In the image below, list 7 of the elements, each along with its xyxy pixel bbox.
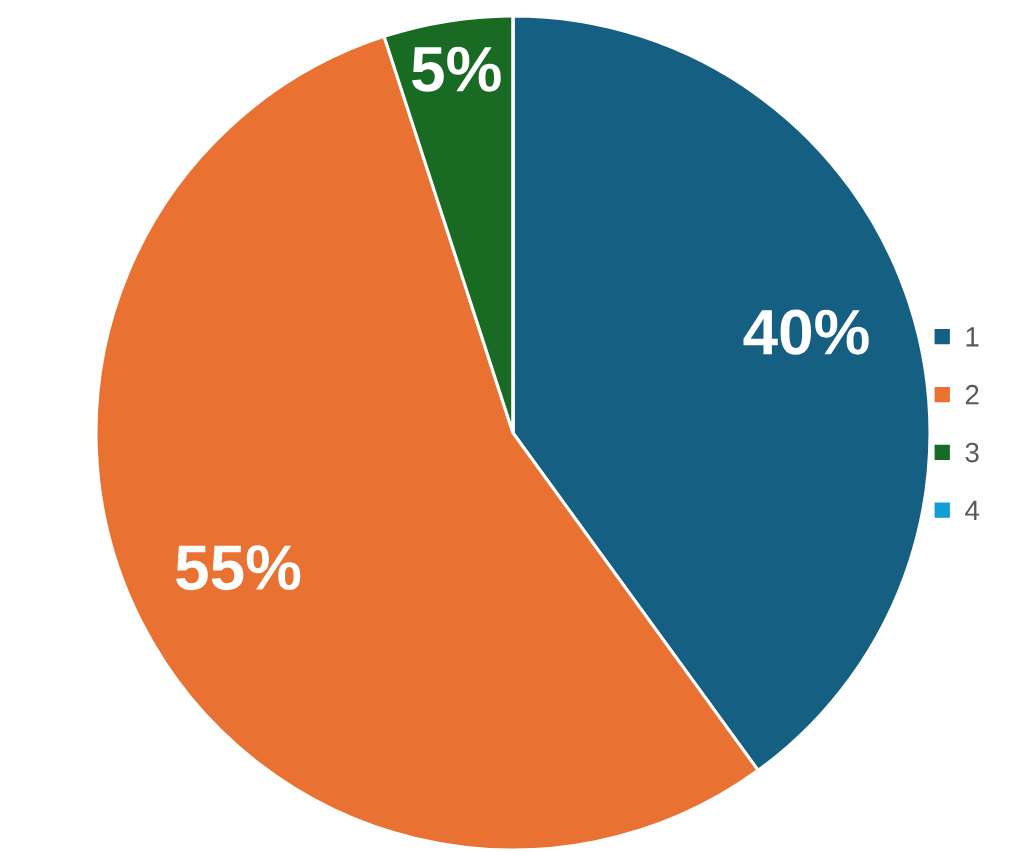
legend-label: 1 (966, 327, 979, 347)
data-label: 55% (176, 545, 301, 591)
data-label: 40% (743, 309, 869, 355)
legend-label: 4 (965, 500, 980, 520)
legend-label: 2 (965, 384, 979, 405)
legend-label: 3 (965, 442, 979, 463)
data-label: 5% (412, 46, 501, 92)
